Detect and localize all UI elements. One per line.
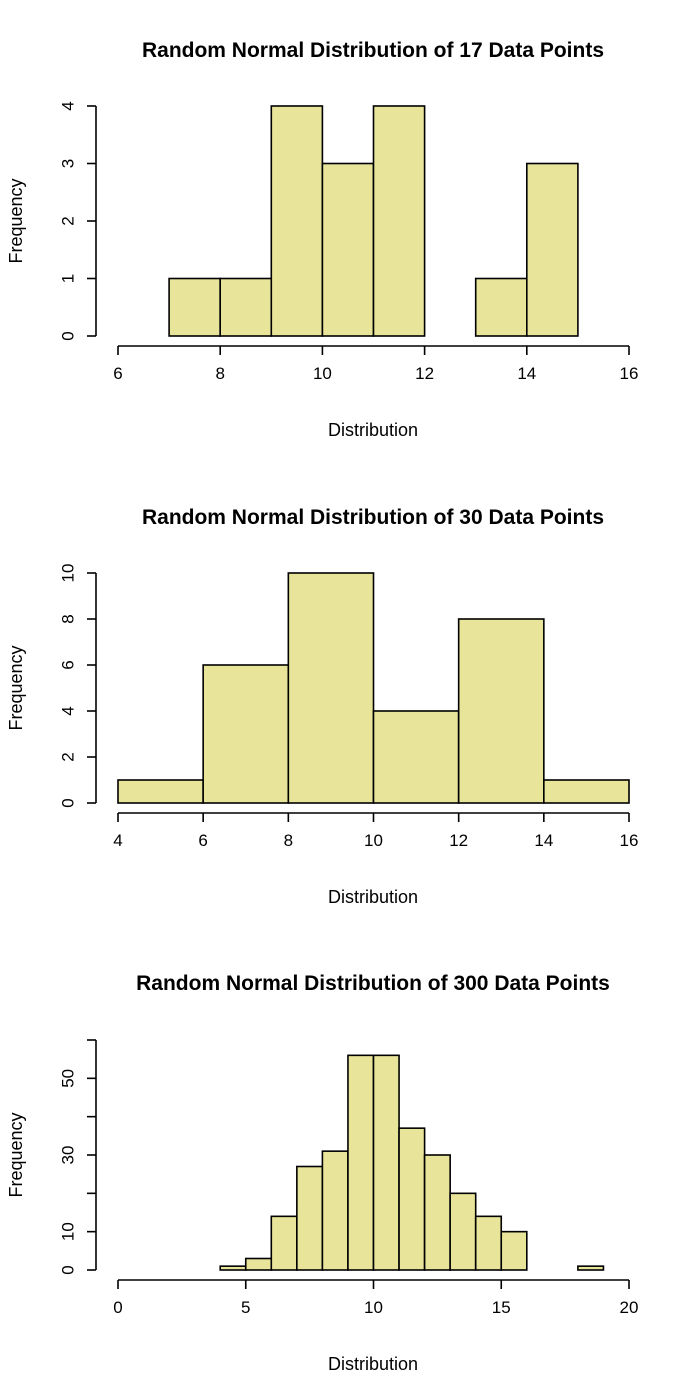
panel-3-x-tick-label-1: 5 bbox=[241, 1298, 250, 1317]
panel-2-bar-3 bbox=[372, 710, 460, 804]
panel-2-y-tick-label-1: 2 bbox=[59, 752, 78, 761]
panel-2-x-tick-label-4: 12 bbox=[449, 831, 468, 850]
panel-3-y-axis-label: Frequency bbox=[6, 1112, 26, 1197]
panel-3: Random Normal Distribution of 300 Data P… bbox=[6, 972, 638, 1374]
panel-2-bar-2 bbox=[287, 572, 375, 804]
panel-3-bar-8 bbox=[423, 1154, 451, 1271]
panel-2: Random Normal Distribution of 30 Data Po… bbox=[6, 506, 638, 907]
panel-3-bar-1 bbox=[244, 1257, 273, 1271]
panel-3-bar-14 bbox=[577, 1265, 605, 1271]
panel-3-x-tick-label-4: 20 bbox=[620, 1298, 639, 1317]
panel-3-bar-7 bbox=[398, 1127, 426, 1271]
panel-2-x-tick-label-2: 8 bbox=[284, 831, 293, 850]
panel-2-bar-4 bbox=[457, 618, 545, 804]
panel-1: Random Normal Distribution of 17 Data Po… bbox=[6, 39, 638, 440]
panel-1-y-tick-label-0: 0 bbox=[59, 331, 78, 340]
panel-1-bar-1 bbox=[219, 277, 273, 337]
panel-2-bar-5 bbox=[543, 779, 630, 804]
panel-1-x-tick-label-3: 12 bbox=[415, 364, 434, 383]
panel-3-x-tick-label-0: 0 bbox=[113, 1298, 122, 1317]
panel-3-bar-3 bbox=[296, 1165, 324, 1271]
panel-3-bar-10 bbox=[474, 1215, 503, 1271]
panel-1-bar-0 bbox=[168, 277, 222, 337]
panel-3-bar-2 bbox=[270, 1215, 298, 1271]
panel-1-y-tick-label-1: 1 bbox=[59, 274, 78, 283]
panel-3-y-tick-label-3: 30 bbox=[59, 1146, 78, 1165]
panel-1-x-tick-label-4: 14 bbox=[517, 364, 536, 383]
panel-3-bar-6 bbox=[372, 1054, 400, 1271]
panel-2-x-axis-label: Distribution bbox=[328, 887, 418, 907]
panel-3-y-tick-label-1: 10 bbox=[59, 1222, 78, 1241]
panel-2-x-tick-label-0: 4 bbox=[113, 831, 122, 850]
panel-3-x-tick-label-2: 10 bbox=[364, 1298, 383, 1317]
panel-2-x-tick-label-6: 16 bbox=[620, 831, 639, 850]
panel-3-bar-9 bbox=[449, 1192, 477, 1271]
panel-2-bar-1 bbox=[202, 664, 290, 804]
panel-1-title: Random Normal Distribution of 17 Data Po… bbox=[142, 39, 604, 62]
panel-3-x-axis-label: Distribution bbox=[328, 1354, 418, 1374]
panel-1-y-axis-label: Frequency bbox=[6, 178, 26, 263]
panel-3-plot-area: 0 5 10 15 20 0 10 30 50 bbox=[59, 1039, 639, 1317]
panel-2-y-tick-label-3: 6 bbox=[59, 660, 78, 669]
panel-2-y-tick-label-0: 0 bbox=[59, 798, 78, 807]
panel-2-bar-0 bbox=[117, 779, 204, 804]
panel-1-bar-4 bbox=[372, 105, 426, 337]
panel-1-x-tick-label-2: 10 bbox=[313, 364, 332, 383]
panel-1-bar-7 bbox=[525, 162, 579, 337]
panel-1-bar-3 bbox=[321, 162, 375, 337]
panel-1-x-axis-label: Distribution bbox=[328, 420, 418, 440]
panel-1-y-tick-label-2: 2 bbox=[59, 216, 78, 225]
panel-3-bar-11 bbox=[500, 1230, 528, 1271]
panel-1-x-tick-label-5: 16 bbox=[620, 364, 639, 383]
panel-3-y-tick-label-0: 0 bbox=[59, 1265, 78, 1274]
panel-1-x-tick-label-1: 8 bbox=[215, 364, 224, 383]
panel-2-y-tick-label-2: 4 bbox=[59, 706, 78, 715]
panel-1-y-tick-label-3: 3 bbox=[59, 159, 78, 168]
panel-2-title: Random Normal Distribution of 30 Data Po… bbox=[142, 506, 604, 529]
panel-3-bar-5 bbox=[347, 1054, 375, 1271]
panel-2-x-tick-label-3: 10 bbox=[364, 831, 383, 850]
panel-2-y-tick-label-4: 8 bbox=[59, 614, 78, 623]
panel-1-bar-6 bbox=[474, 277, 528, 337]
panel-3-bar-4 bbox=[321, 1150, 349, 1271]
panel-1-y-tick-label-4: 4 bbox=[59, 101, 78, 110]
panel-1-x-tick-label-0: 6 bbox=[113, 364, 122, 383]
panel-2-y-tick-label-5: 10 bbox=[59, 564, 78, 583]
panel-2-x-tick-label-5: 14 bbox=[534, 831, 553, 850]
panel-2-y-axis-label: Frequency bbox=[6, 645, 26, 730]
panel-2-x-tick-label-1: 6 bbox=[198, 831, 207, 850]
panel-3-x-tick-label-3: 15 bbox=[492, 1298, 511, 1317]
panel-3-title: Random Normal Distribution of 300 Data P… bbox=[136, 972, 610, 995]
panel-2-plot-area: 4 6 8 10 12 14 16 0 2 4 6 8 10 bbox=[59, 564, 639, 850]
panel-3-bar-0 bbox=[219, 1265, 247, 1271]
panel-1-bar-2 bbox=[270, 105, 324, 337]
panel-3-y-tick-label-5: 50 bbox=[59, 1069, 78, 1088]
